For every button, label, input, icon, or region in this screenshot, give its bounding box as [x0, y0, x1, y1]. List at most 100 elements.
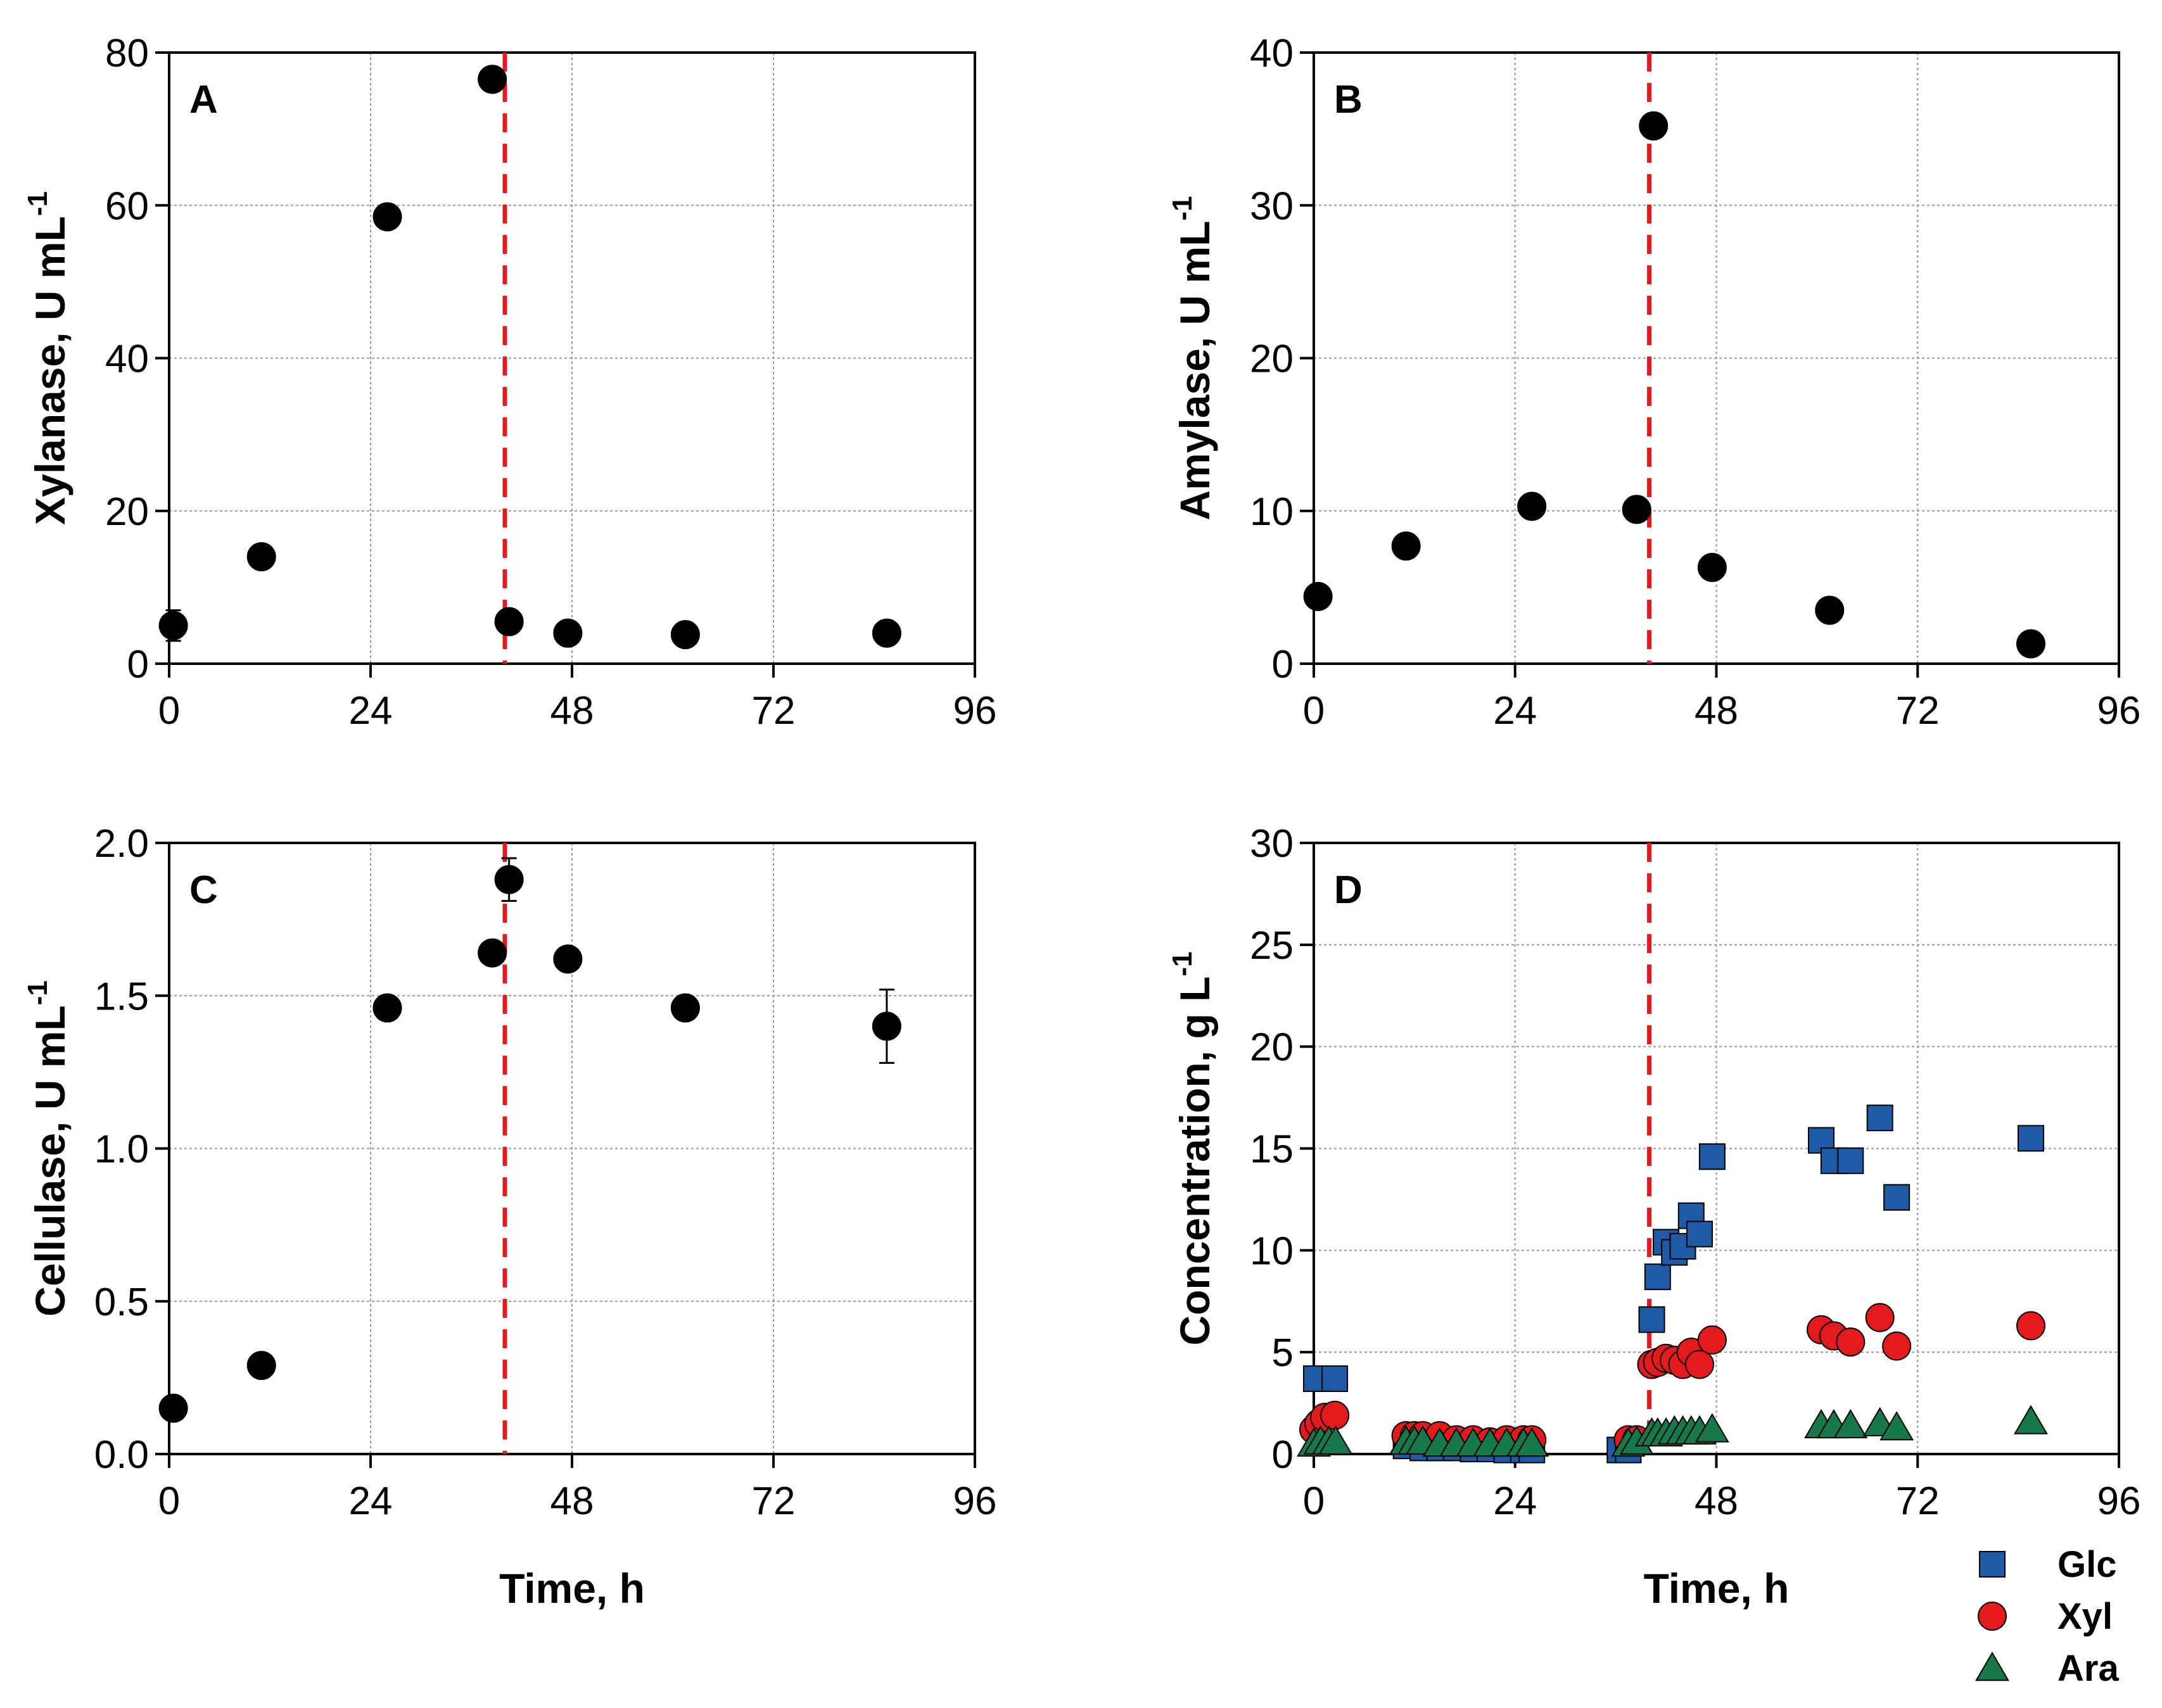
data-point: [494, 607, 524, 636]
y-tick-label: 80: [105, 32, 149, 75]
data-point: [1303, 581, 1333, 611]
data-point: [1695, 1413, 1729, 1443]
legend-item-glc: Glc: [1979, 1544, 2117, 1585]
x-tick-label: 72: [752, 689, 796, 733]
data-point: [246, 1351, 276, 1381]
y-axis-title-text: Amylase, U mL: [1171, 220, 1218, 520]
y-tick-label: 1.0: [94, 1128, 149, 1172]
data-point: [872, 618, 901, 648]
x-tick-label: 96: [953, 1479, 997, 1523]
y-tick-label: 20: [1250, 338, 1294, 381]
y-tick-label: 5: [1272, 1331, 1294, 1375]
y-axis-title-text: Xylanase, U mL: [27, 216, 73, 525]
y-tick-label: 2.0: [94, 822, 149, 866]
x-tick-label: 96: [953, 689, 997, 733]
panel-label: D: [1334, 868, 1363, 912]
x-tick-label: 0: [1303, 689, 1325, 733]
data-point: [1318, 1425, 1353, 1455]
series-cellulase: [158, 857, 901, 1423]
data-point: [1879, 1411, 1914, 1441]
x-tick-label: 24: [349, 689, 393, 733]
legend-marker: [1978, 1602, 2007, 1631]
y-tick-label: 25: [1250, 924, 1294, 968]
data-point: [1639, 111, 1669, 141]
legend-label: Glc: [2057, 1544, 2117, 1585]
data-point: [1833, 1408, 1868, 1439]
y-axis-title-superscript: -1: [1167, 951, 1198, 976]
y-tick-label: 0: [127, 643, 149, 686]
x-tick-label: 96: [2097, 1479, 2141, 1523]
gridlines: [169, 843, 975, 1454]
y-tick-label: 10: [1250, 1229, 1294, 1273]
y-tick-label: 30: [1250, 184, 1294, 228]
x-tick-label: 24: [349, 1479, 393, 1523]
y-axis-title: Amylase, U mL-1: [1167, 196, 1218, 520]
x-tick-label: 0: [1303, 1479, 1325, 1523]
data-point: [246, 542, 276, 572]
panel-d: 0 24 48 72 96 0 5 10 15 20 25 30 Concentration, g L-…: [1167, 822, 2140, 1612]
series-amylase: [1303, 111, 2045, 659]
data-point: [1697, 1325, 1727, 1355]
y-axis-title: Xylanase, U mL-1: [22, 191, 73, 525]
y-tick-label: 0.0: [94, 1433, 149, 1477]
y-tick-label: 30: [1250, 822, 1294, 866]
legend: Glc Xyl Ara: [1975, 1544, 2119, 1689]
data-point: [1391, 531, 1421, 561]
y-tick-label: 40: [105, 338, 149, 381]
x-tick-label: 48: [1695, 689, 1738, 733]
y-tick-label: 0: [1272, 1433, 1294, 1477]
y-tick-label: 60: [105, 184, 149, 228]
data-point: [1882, 1331, 1912, 1361]
y-axis-title: Cellulase, U mL-1: [22, 980, 73, 1317]
data-point: [1815, 595, 1845, 625]
data-point: [670, 993, 700, 1023]
legend-marker: [1979, 1551, 2006, 1578]
data-point: [553, 618, 583, 648]
x-axis-title: Time, h: [499, 1565, 645, 1612]
y-tick-label: 40: [1250, 32, 1294, 75]
y-axis-title: Concentration, g L-1: [1167, 951, 1218, 1345]
data-point: [478, 65, 507, 94]
data-point: [1685, 1350, 1715, 1379]
data-point: [872, 1011, 901, 1041]
y-axis-title-superscript: -1: [22, 191, 53, 216]
y-axis-title-text: Concentration, g L: [1171, 977, 1218, 1346]
legend-item-xyl: Xyl: [1978, 1596, 2113, 1637]
y-axis-title-superscript: -1: [22, 980, 53, 1005]
series-ara: [1297, 1405, 2048, 1457]
x-tick-label: 48: [1695, 1479, 1738, 1523]
data-point: [494, 864, 524, 894]
x-tick-label: 48: [550, 1479, 594, 1523]
data-point: [1320, 1400, 1350, 1430]
data-point: [2016, 1311, 2045, 1341]
y-axis-title-text: Cellulase, U mL: [27, 1005, 73, 1317]
y-tick-label: 10: [1250, 490, 1294, 534]
y-tick-label: 20: [105, 490, 149, 534]
x-tick-label: 72: [752, 1479, 796, 1523]
panel-label: A: [189, 78, 218, 122]
x-tick-label: 48: [550, 689, 594, 733]
x-tick-label: 72: [1896, 689, 1940, 733]
x-axis-title: Time, h: [1644, 1565, 1790, 1612]
series-xylanase: [158, 65, 901, 650]
data-point: [1837, 1147, 1864, 1174]
y-tick-label: 0.5: [94, 1281, 149, 1324]
data-point: [1644, 1263, 1671, 1291]
data-point: [1517, 491, 1547, 521]
legend-label: Xyl: [2057, 1596, 2113, 1637]
data-point: [1698, 1143, 1726, 1170]
y-tick-label: 20: [1250, 1026, 1294, 1070]
y-tick-label: 0: [1272, 643, 1294, 686]
data-point: [158, 610, 188, 640]
panel-a: 0 24 48 72 96 0 20 40 60 80 Xylanase, U mL-1 A: [22, 32, 996, 733]
y-axis-title-superscript: -1: [1167, 196, 1198, 220]
data-point: [372, 993, 402, 1023]
data-point: [158, 1393, 188, 1423]
x-tick-label: 24: [1493, 689, 1537, 733]
y-tick-label: 15: [1250, 1128, 1294, 1172]
data-point: [372, 202, 402, 232]
panel-label: B: [1334, 78, 1363, 122]
data-point: [1515, 1427, 1549, 1457]
legend-label: Ara: [2057, 1648, 2119, 1689]
